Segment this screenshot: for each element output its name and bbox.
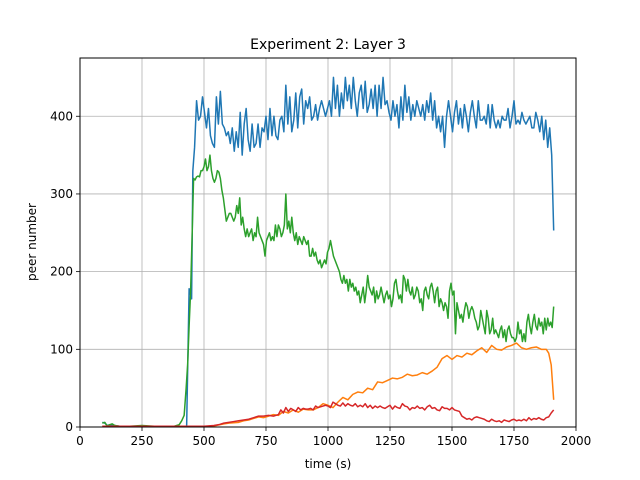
x-tick-label: 1750 <box>499 434 530 448</box>
y-tick-label: 100 <box>50 342 73 356</box>
y-tick-label: 300 <box>50 187 73 201</box>
x-tick-label: 750 <box>255 434 278 448</box>
y-axis-ticks: 0 100 200 300 400 <box>50 109 80 434</box>
x-axis-ticks: 0 250 500 750 1000 1250 1500 1750 2000 <box>76 427 591 448</box>
x-tick-label: 0 <box>76 434 84 448</box>
x-axis-label: time (s) <box>305 457 352 471</box>
plot-area <box>102 76 555 427</box>
x-tick-label: 2000 <box>561 434 592 448</box>
y-tick-label: 400 <box>50 109 73 123</box>
series-line-3 <box>102 154 555 427</box>
x-tick-label: 250 <box>131 434 154 448</box>
series-group <box>102 76 555 427</box>
y-axis-label: peer number <box>25 203 39 281</box>
y-tick-label: 0 <box>65 420 73 434</box>
x-tick-label: 1500 <box>437 434 468 448</box>
chart-title: Experiment 2: Layer 3 <box>250 37 406 53</box>
x-tick-label: 1000 <box>313 434 344 448</box>
series-line-1 <box>102 76 555 427</box>
x-tick-label: 500 <box>193 434 216 448</box>
y-tick-label: 200 <box>50 265 73 279</box>
x-tick-label: 1250 <box>375 434 406 448</box>
series-line-4 <box>102 401 555 427</box>
